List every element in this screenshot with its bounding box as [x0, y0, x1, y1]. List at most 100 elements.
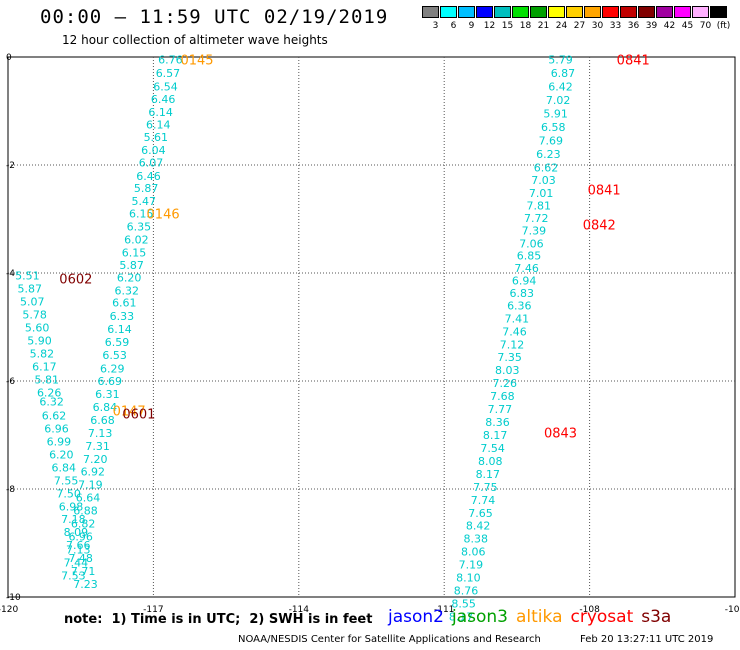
swh-value: 6.57 — [156, 67, 181, 80]
swh-value: 6.36 — [507, 299, 532, 312]
swh-value: 5.61 — [144, 131, 169, 144]
swh-value: 6.88 — [73, 505, 98, 518]
swh-value: 7.39 — [522, 224, 547, 237]
color-swatch — [458, 6, 475, 18]
color-swatch — [710, 6, 727, 18]
color-scale-label: 3 — [432, 21, 439, 31]
swh-value: 7.19 — [78, 479, 103, 492]
swh-value: 6.84 — [93, 401, 118, 414]
y-tick-label: 0 — [6, 53, 12, 63]
credit-text: NOAA/NESDIS Center for Satellite Applica… — [238, 634, 541, 645]
swh-value: 8.17 — [483, 429, 508, 442]
swh-value: 8.42 — [466, 520, 491, 533]
swh-value: 7.54 — [480, 442, 505, 455]
color-scale-label: 9 — [468, 21, 475, 31]
y-tick-label: -10 — [6, 593, 21, 603]
swh-value: 5.51 — [15, 270, 40, 283]
swh-value: 6.58 — [541, 121, 566, 134]
color-scale-label: 24 — [555, 21, 568, 31]
swh-value: 6.35 — [127, 221, 152, 234]
x-tick-label: -114 — [289, 605, 310, 615]
x-tick-label: -108 — [579, 605, 600, 615]
swh-value: 8.55 — [451, 597, 476, 610]
color-scale-label: (ft) — [716, 21, 731, 31]
color-scale-label: 27 — [573, 21, 586, 31]
satellite-legend: jason2 jason3 altika cryosat s3a — [388, 607, 679, 627]
swh-value: 7.55 — [54, 474, 79, 487]
swh-value: 7.72 — [524, 212, 549, 225]
swh-value: 7.13 — [88, 427, 113, 440]
color-scale-label: 6 — [450, 21, 457, 31]
swh-value: 6.83 — [509, 287, 534, 300]
pass-time-label: 0147 — [113, 405, 146, 420]
color-scale-label: 12 — [483, 21, 496, 31]
swh-value: 6.29 — [100, 363, 125, 376]
color-scale-label: 42 — [663, 21, 676, 31]
swh-value: 6.31 — [95, 388, 120, 401]
swh-value: 7.19 — [459, 559, 484, 572]
color-swatch — [422, 6, 439, 18]
color-scale-label: 36 — [627, 21, 640, 31]
color-scale-label: 18 — [519, 21, 532, 31]
swh-value: 6.82 — [71, 518, 96, 531]
swh-value: 6.85 — [517, 250, 542, 263]
swh-value: 6.14 — [148, 106, 173, 119]
swh-value: 6.84 — [51, 461, 76, 474]
swh-value: 7.81 — [526, 200, 551, 213]
swh-value: 8.38 — [463, 533, 488, 546]
x-tick-label: -111 — [434, 605, 454, 615]
color-swatch — [476, 6, 493, 18]
pass-time-label: 0842 — [583, 218, 616, 233]
swh-value: 6.61 — [112, 297, 137, 310]
swh-value: 5.87 — [18, 283, 43, 296]
pass-time-label: 0841 — [617, 54, 650, 69]
y-tick-label: -4 — [6, 269, 15, 279]
swh-value: 6.32 — [39, 396, 64, 409]
swh-value: 6.76 — [158, 54, 183, 67]
swh-value: 6.42 — [548, 81, 573, 94]
swh-value: 7.46 — [514, 262, 539, 275]
legend-entry-cryosat: cryosat — [570, 607, 634, 627]
swh-value: 6.54 — [153, 81, 178, 94]
color-swatch — [566, 6, 583, 18]
swh-value: 8.03 — [495, 364, 520, 377]
pass-time-label: 0602 — [59, 272, 92, 287]
swh-value: 7.12 — [500, 338, 525, 351]
swh-value: 7.03 — [531, 174, 556, 187]
swh-value: 6.20 — [49, 448, 74, 461]
swh-value: 7.31 — [85, 440, 110, 453]
swh-value: 7.06 — [519, 237, 544, 250]
swh-value: 8.36 — [485, 416, 510, 429]
swh-value: 6.46 — [136, 170, 161, 183]
swh-value: 6.96 — [44, 423, 69, 436]
swh-value: 6.32 — [114, 284, 139, 297]
swh-value: 8.17 — [449, 610, 474, 623]
swh-value: 7.53 — [61, 569, 86, 582]
color-swatch — [494, 6, 511, 18]
swh-value: 7.71 — [71, 565, 96, 578]
chart-title: 00:00 – 11:59 UTC 02/19/2019 — [40, 6, 389, 28]
swh-value: 6.20 — [117, 271, 142, 284]
swh-value: 6.26 — [37, 386, 62, 399]
swh-value: 6.99 — [47, 435, 72, 448]
color-scale-label: 70 — [699, 21, 712, 31]
y-tick-label: -8 — [6, 485, 15, 495]
legend-entry-s3a: s3a — [641, 607, 672, 627]
swh-value: 7.01 — [529, 187, 554, 200]
y-tick-label: -2 — [6, 161, 15, 171]
swh-value: 7.02 — [546, 94, 571, 107]
swh-value: 6.23 — [536, 148, 561, 161]
swh-value: 6.04 — [141, 144, 166, 157]
swh-value: 6.53 — [102, 349, 127, 362]
x-tick-label: -117 — [143, 605, 163, 615]
swh-value: 6.46 — [151, 93, 176, 106]
legend-entry-jason2: jason2 — [388, 607, 444, 627]
swh-value: 7.74 — [471, 494, 496, 507]
swh-value: 7.77 — [488, 403, 513, 416]
x-tick-label: -120 — [0, 605, 18, 615]
swh-value: 6.02 — [124, 234, 149, 247]
swh-value: 7.69 — [539, 135, 564, 148]
plot-frame — [7, 56, 736, 598]
swh-value: 6.62 — [534, 162, 559, 175]
color-swatch — [602, 6, 619, 18]
